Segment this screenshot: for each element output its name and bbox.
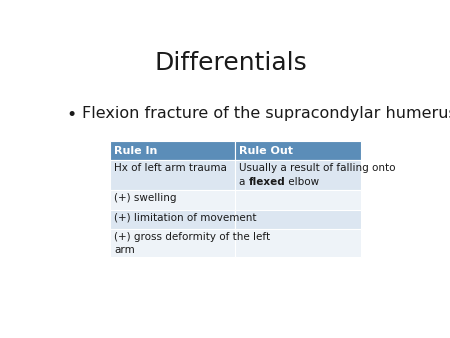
Text: (+) gross deformity of the left
arm: (+) gross deformity of the left arm [114,232,270,255]
Bar [234,229,361,257]
Text: elbow: elbow [285,177,320,187]
Text: Usually a result of falling onto: Usually a result of falling onto [239,163,395,173]
Text: Rule In: Rule In [114,146,158,155]
Text: Rule Out: Rule Out [239,146,293,155]
Bar [110,229,234,257]
Bar [110,190,234,210]
Text: Differentials: Differentials [154,51,307,75]
Bar [110,210,234,229]
Bar [110,160,234,190]
Text: (+) swelling: (+) swelling [114,193,177,203]
Bar [234,160,361,190]
Text: (+) limitation of movement: (+) limitation of movement [114,213,257,223]
Text: Hx of left arm trauma: Hx of left arm trauma [114,163,227,173]
Text: Flexion fracture of the supracondylar humerus: Flexion fracture of the supracondylar hu… [82,105,450,121]
Text: a: a [239,177,248,187]
Bar [234,141,361,160]
Bar [234,190,361,210]
Text: flexed: flexed [248,177,285,187]
Bar [110,141,234,160]
Text: •: • [67,105,77,124]
Bar [234,210,361,229]
